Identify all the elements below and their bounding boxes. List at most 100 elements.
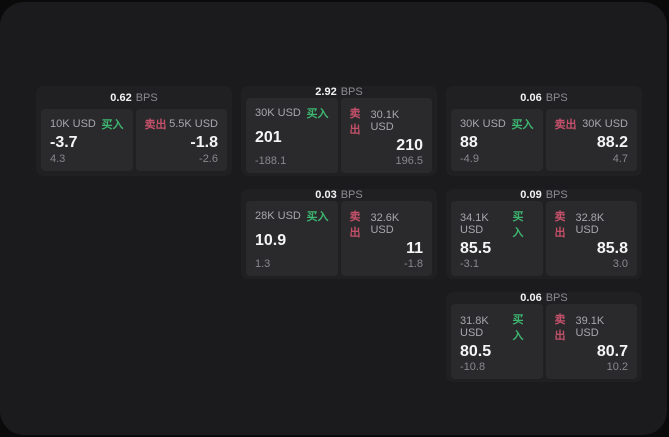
card-body: 30K USD 买入 201 -188.1 卖出 30.1K USD 210 1…: [246, 98, 432, 173]
sell-tag: 卖出: [349, 108, 361, 136]
buy-delta: 1.3: [255, 257, 271, 270]
buy-amount-label: 30K USD: [255, 107, 301, 119]
sell-panel-top: 卖出 30K USD: [555, 116, 629, 132]
buy-amount-label: 28K USD: [255, 210, 301, 222]
buy-delta: -188.1: [255, 154, 287, 167]
sell-delta: -2.6: [199, 153, 218, 165]
sell-tag: 卖出: [554, 314, 566, 342]
sell-panel-top: 卖出 30.1K USD: [350, 105, 424, 137]
card-body: 10K USD 买入 -3.7 4.3 卖出 5.5K USD -1.8 -2.…: [41, 109, 227, 171]
card-header: 0.03 BPS: [246, 189, 432, 201]
sell-panel[interactable]: 卖出 32.8K USD 85.8 3.0: [545, 201, 637, 276]
sell-amount-label: 32.8K USD: [575, 212, 605, 236]
bps-unit-label: BPS: [545, 189, 568, 201]
sell-price: 80.7: [596, 343, 628, 360]
sell-panel-top: 卖出 32.8K USD: [555, 208, 629, 240]
quote-card: 0.06 BPS 31.8K USD 买入 80.5 -10.8 卖出 39.1…: [446, 292, 642, 382]
sell-amount-label: 39.1K USD: [575, 315, 605, 339]
card-header: 0.62 BPS: [41, 86, 227, 109]
card-body: 30K USD 买入 88 -4.9 卖出 30K USD 88.2 4.7: [451, 109, 637, 171]
buy-amount-label: 30K USD: [460, 118, 506, 130]
sell-panel-top: 卖出 32.6K USD: [350, 208, 424, 240]
buy-panel-top: 30K USD 买入: [255, 105, 329, 121]
card-header: 2.92 BPS: [246, 86, 432, 98]
sell-price: 88.2: [596, 133, 628, 151]
bps-unit-label: BPS: [545, 292, 568, 304]
buy-amount-label: 31.8K USD: [460, 315, 489, 339]
buy-tag: 买入: [306, 211, 329, 223]
sell-amount-label: 30.1K USD: [370, 109, 400, 133]
sell-tag: 卖出: [144, 119, 167, 131]
sell-price: 210: [396, 137, 423, 154]
sell-panel[interactable]: 卖出 39.1K USD 80.7 10.2: [545, 304, 637, 379]
sell-price: -1.8: [190, 133, 218, 151]
buy-amount-label: 34.1K USD: [460, 212, 489, 236]
sell-amount-label: 30K USD: [582, 118, 628, 130]
buy-tag: 买入: [512, 211, 524, 239]
sell-panel[interactable]: 卖出 30K USD 88.2 4.7: [545, 109, 637, 171]
buy-tag: 买入: [511, 119, 534, 131]
sell-panel[interactable]: 卖出 32.6K USD 11 -1.8: [340, 201, 432, 276]
buy-amount-label: 10K USD: [50, 118, 96, 130]
sell-delta: 10.2: [606, 360, 628, 373]
sell-price: 11: [406, 240, 423, 257]
bps-value: 0.09: [520, 189, 542, 201]
card-body: 31.8K USD 买入 80.5 -10.8 卖出 39.1K USD 80.…: [451, 304, 637, 379]
buy-price: 10.9: [255, 232, 287, 249]
buy-tag: 买入: [512, 314, 524, 342]
sell-tag: 卖出: [349, 211, 361, 239]
buy-panel[interactable]: 30K USD 买入 88 -4.9: [451, 109, 543, 171]
sell-tag: 卖出: [554, 211, 566, 239]
sell-delta: -1.8: [404, 257, 423, 270]
card-header: 0.06 BPS: [451, 292, 637, 304]
bps-unit-label: BPS: [135, 91, 158, 104]
bps-unit-label: BPS: [340, 189, 363, 201]
buy-panel[interactable]: 10K USD 买入 -3.7 4.3: [41, 109, 133, 171]
bps-value: 0.06: [520, 91, 542, 104]
buy-price: 88: [460, 133, 478, 151]
quote-card: 2.92 BPS 30K USD 买入 201 -188.1 卖出 30.1K …: [241, 86, 437, 176]
buy-panel-top: 10K USD 买入: [50, 116, 124, 132]
card-body: 28K USD 买入 10.9 1.3 卖出 32.6K USD 11 -1.8: [246, 201, 432, 276]
sell-tag: 卖出: [554, 119, 577, 131]
sell-price: 85.8: [596, 240, 628, 257]
cards-grid: 0.62 BPS 10K USD 买入 -3.7 4.3 卖出 5.5K USD…: [36, 86, 642, 382]
sell-amount-label: 5.5K USD: [169, 118, 218, 130]
buy-tag: 买入: [101, 119, 124, 131]
buy-price: 80.5: [460, 343, 492, 360]
buy-delta: 4.3: [50, 153, 66, 165]
quote-card: 0.03 BPS 28K USD 买入 10.9 1.3 卖出 32.6K US…: [241, 189, 437, 279]
quote-card: 0.06 BPS 30K USD 买入 88 -4.9 卖出 30K USD 8…: [446, 86, 642, 176]
sell-panel-top: 卖出 5.5K USD: [145, 116, 219, 132]
buy-panel-top: 34.1K USD 买入: [460, 208, 534, 240]
bps-value: 0.03: [315, 189, 337, 201]
quote-card: 0.62 BPS 10K USD 买入 -3.7 4.3 卖出 5.5K USD…: [36, 86, 232, 176]
sell-panel[interactable]: 卖出 30.1K USD 210 196.5: [340, 98, 432, 173]
buy-price: 201: [255, 129, 282, 146]
buy-delta: -3.1: [460, 257, 479, 270]
buy-tag: 买入: [306, 108, 329, 120]
bps-unit-label: BPS: [545, 91, 568, 104]
buy-panel-top: 28K USD 买入: [255, 208, 329, 224]
sell-delta: 196.5: [395, 154, 423, 167]
buy-panel-top: 31.8K USD 买入: [460, 311, 534, 343]
card-body: 34.1K USD 买入 85.5 -3.1 卖出 32.8K USD 85.8…: [451, 201, 637, 276]
bps-unit-label: BPS: [340, 86, 363, 98]
sell-panel-top: 卖出 39.1K USD: [555, 311, 629, 343]
buy-panel[interactable]: 28K USD 买入 10.9 1.3: [246, 201, 338, 276]
buy-panel[interactable]: 34.1K USD 买入 85.5 -3.1: [451, 201, 543, 276]
buy-panel[interactable]: 31.8K USD 买入 80.5 -10.8: [451, 304, 543, 379]
buy-price: -3.7: [50, 133, 78, 151]
bps-value: 2.92: [315, 86, 337, 98]
quote-card: 0.09 BPS 34.1K USD 买入 85.5 -3.1 卖出 32.8K…: [446, 189, 642, 279]
bps-value: 0.62: [110, 91, 132, 104]
buy-panel-top: 30K USD 买入: [460, 116, 534, 132]
sell-panel[interactable]: 卖出 5.5K USD -1.8 -2.6: [135, 109, 227, 171]
buy-delta: -4.9: [460, 153, 479, 165]
buy-price: 85.5: [460, 240, 492, 257]
card-header: 0.09 BPS: [451, 189, 637, 201]
sell-delta: 4.7: [612, 153, 628, 165]
sell-delta: 3.0: [612, 257, 628, 270]
buy-panel[interactable]: 30K USD 买入 201 -188.1: [246, 98, 338, 173]
